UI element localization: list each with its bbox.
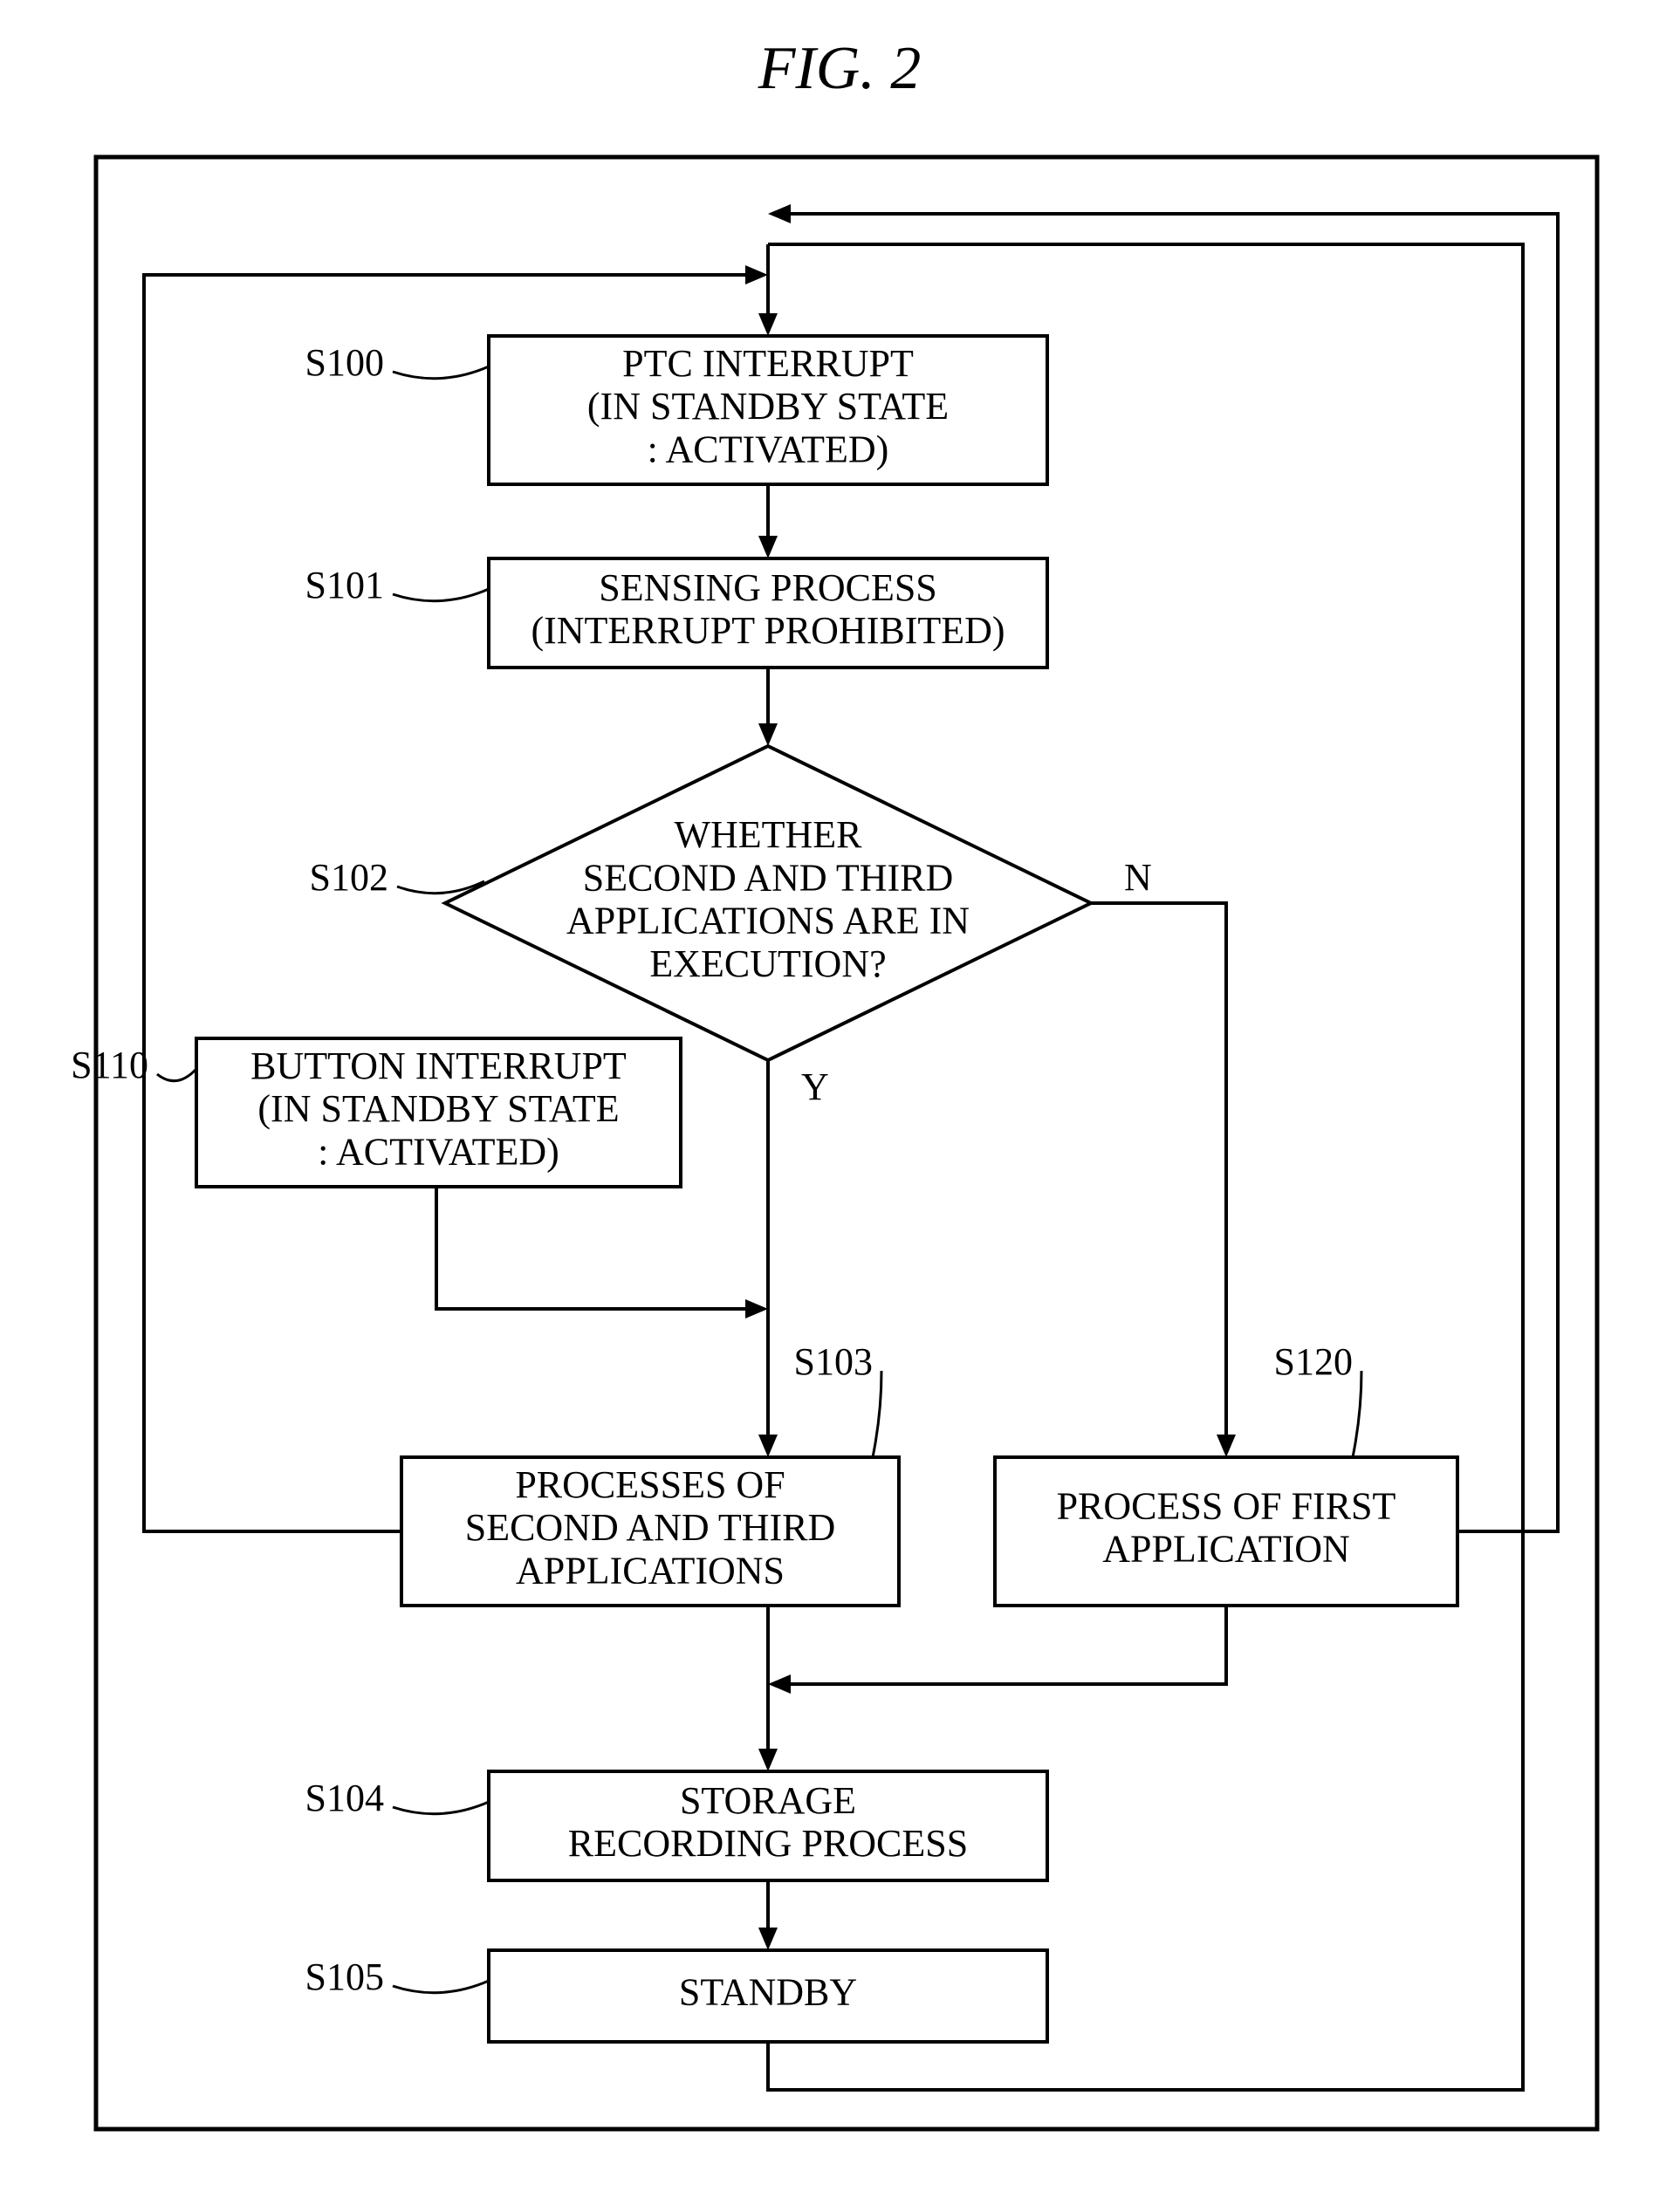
node-text: (INTERRUPT PROHIBITED)	[531, 609, 1005, 652]
step-label: S110	[71, 1044, 148, 1086]
branch-label-y: Y	[801, 1065, 829, 1108]
step-label: S104	[305, 1777, 384, 1819]
node-text: PROCESS OF FIRST	[1057, 1484, 1396, 1527]
node-s101: SENSING PROCESS(INTERRUPT PROHIBITED)	[489, 558, 1047, 668]
node-text: EXECUTION?	[649, 942, 886, 985]
node-s103: PROCESSES OFSECOND AND THIRDAPPLICATIONS	[401, 1457, 899, 1606]
node-s100: PTC INTERRUPT(IN STANDBY STATE: ACTIVATE…	[489, 336, 1047, 484]
node-s102: WHETHERSECOND AND THIRDAPPLICATIONS ARE …	[445, 746, 1091, 1060]
node-text: PROCESSES OF	[515, 1463, 785, 1506]
node-text: APPLICATIONS ARE IN	[566, 900, 970, 942]
step-label: S101	[305, 564, 384, 606]
step-label: S102	[310, 856, 388, 899]
step-label: S103	[794, 1340, 873, 1383]
node-text: SECOND AND THIRD	[465, 1506, 836, 1549]
node-text: RECORDING PROCESS	[568, 1822, 968, 1865]
figure-title: FIG. 2	[758, 35, 922, 102]
flowchart-canvas: FIG. 2YNPTC INTERRUPT(IN STANDBY STATE: …	[0, 0, 1680, 2212]
node-text: SENSING PROCESS	[599, 566, 937, 609]
node-text: BUTTON INTERRUPT	[250, 1044, 627, 1087]
node-text: : ACTIVATED)	[648, 428, 889, 470]
node-text: APPLICATION	[1102, 1528, 1350, 1571]
node-s105: STANDBY	[489, 1950, 1047, 2042]
node-text: STORAGE	[680, 1779, 856, 1822]
node-s110: BUTTON INTERRUPT(IN STANDBY STATE: ACTIV…	[196, 1038, 681, 1187]
node-s104: STORAGERECORDING PROCESS	[489, 1771, 1047, 1880]
node-text: WHETHER	[674, 813, 862, 856]
step-label: S120	[1274, 1340, 1353, 1383]
node-s120: PROCESS OF FIRSTAPPLICATION	[995, 1457, 1457, 1606]
node-text: (IN STANDBY STATE	[587, 385, 949, 428]
node-text: PTC INTERRUPT	[622, 342, 914, 385]
node-text: (IN STANDBY STATE	[257, 1087, 619, 1130]
step-label: S105	[305, 1955, 384, 1998]
node-text: : ACTIVATED)	[318, 1130, 559, 1173]
node-text: SECOND AND THIRD	[583, 856, 954, 899]
step-label: S100	[305, 341, 384, 384]
node-text: APPLICATIONS	[516, 1549, 785, 1592]
branch-label-n: N	[1124, 856, 1152, 899]
node-text: STANDBY	[679, 1971, 857, 2014]
